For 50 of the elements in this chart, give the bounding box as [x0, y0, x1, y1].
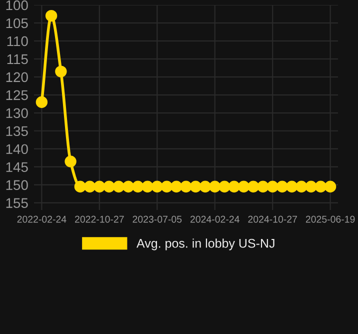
y-tick-label: 125: [6, 90, 28, 100]
point: [276, 180, 288, 192]
x-tick-label: 2022-10-27: [75, 216, 124, 223]
point: [64, 156, 76, 168]
point: [286, 180, 298, 192]
point: [257, 180, 269, 192]
x-tick-label: 2025-06-19: [306, 216, 355, 223]
y-tick-label: 100: [6, 0, 28, 10]
point: [74, 180, 86, 192]
y-tick-label: 115: [7, 54, 28, 64]
y-tick-label: 135: [6, 126, 28, 136]
y-tick-label: 120: [6, 72, 28, 82]
point: [36, 96, 48, 108]
point: [170, 180, 182, 192]
point: [209, 180, 221, 192]
point: [266, 180, 278, 192]
point: [314, 180, 327, 192]
y-tick-label: 110: [7, 36, 28, 46]
point: [45, 10, 58, 22]
point: [122, 180, 134, 192]
point: [218, 180, 230, 192]
x-tick-label: 2024-10-27: [248, 216, 297, 223]
legend-label: Avg. pos. in lobby US-NJ: [136, 238, 274, 250]
y-tick-label: 155: [6, 198, 28, 208]
y-tick-label: 140: [6, 144, 28, 154]
point: [55, 66, 67, 78]
y-tick-label: 105: [6, 18, 28, 28]
point: [103, 180, 115, 192]
y-tick-label: 145: [6, 162, 28, 172]
point: [142, 180, 154, 192]
point: [112, 180, 125, 192]
point: [324, 180, 336, 192]
x-tick-label: 2023-07-05: [132, 216, 182, 223]
point: [94, 180, 106, 192]
x-tick-label: 2024-02-24: [190, 216, 240, 223]
point: [296, 180, 308, 192]
y-tick-label: 130: [6, 108, 28, 118]
point: [238, 180, 250, 192]
point: [305, 180, 317, 192]
point: [247, 180, 260, 192]
point: [160, 180, 173, 192]
point: [228, 180, 240, 192]
y-tick-label: 150: [6, 180, 28, 190]
point: [180, 180, 192, 192]
point: [199, 180, 212, 192]
point: [151, 180, 163, 192]
x-tick-label: 2022-02-24: [17, 216, 66, 223]
point: [190, 180, 202, 192]
point: [132, 180, 144, 192]
point: [84, 180, 96, 192]
